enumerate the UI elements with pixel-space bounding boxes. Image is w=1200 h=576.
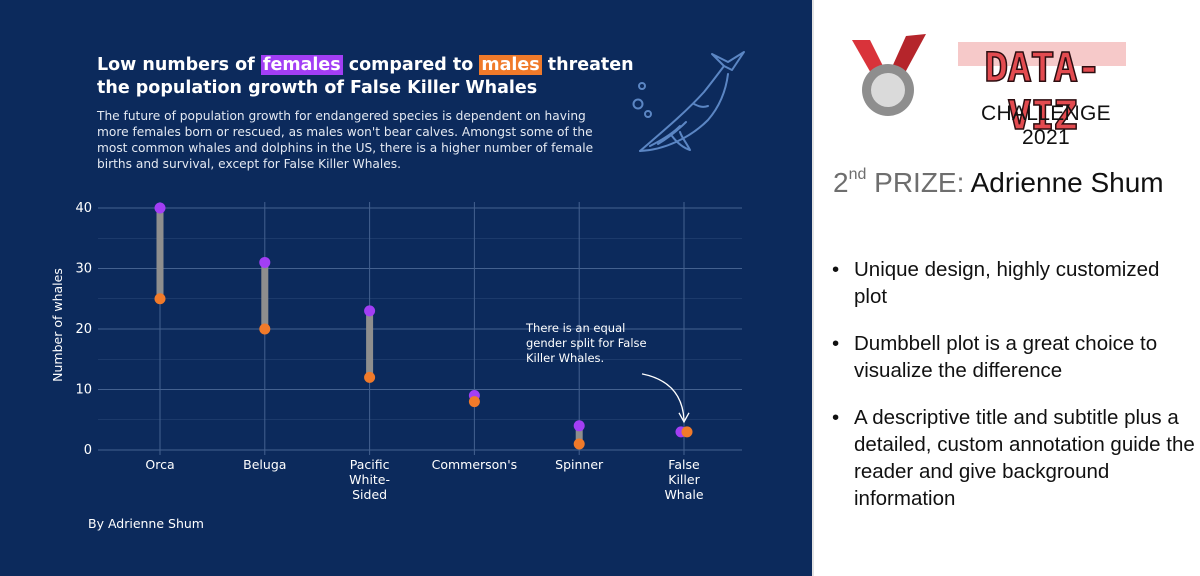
x-tick-label: White- bbox=[349, 472, 390, 487]
feedback-item: • Unique design, highly customized plot bbox=[830, 256, 1195, 310]
feedback-item: • Dumbbell plot is a great choice to visu… bbox=[830, 330, 1195, 384]
x-tick-label: Orca bbox=[145, 457, 174, 472]
title-part-5: threaten the population growth of False … bbox=[97, 55, 634, 98]
annotation-arrow bbox=[641, 373, 685, 420]
y-tick-label: 20 bbox=[75, 322, 92, 337]
y-tick-label: 40 bbox=[75, 201, 92, 216]
prize-number: 2 bbox=[833, 167, 849, 198]
bullet-dot: • bbox=[832, 332, 840, 355]
feedback-item: • A descriptive title and subtitle plus a… bbox=[830, 404, 1195, 512]
x-tick-label: Sided bbox=[352, 487, 387, 502]
y-tick-label: 30 bbox=[75, 262, 92, 277]
chart-panel bbox=[0, 0, 812, 576]
female-point bbox=[154, 202, 166, 214]
feedback-list: • Unique design, highly customized plot •… bbox=[830, 256, 1195, 532]
feedback-text: A descriptive title and subtitle plus a … bbox=[854, 406, 1195, 510]
prize-ordinal: 2nd PRIZE: bbox=[833, 166, 965, 198]
male-point bbox=[681, 426, 693, 438]
byline: By Adrienne Shum bbox=[88, 516, 204, 531]
logo-text: DATA-VIZ bbox=[984, 44, 1102, 140]
y-tick-label: 10 bbox=[75, 383, 92, 398]
female-point bbox=[364, 305, 376, 317]
whale-icon bbox=[632, 51, 745, 152]
y-axis-label: Number of whales bbox=[50, 268, 65, 382]
annotation-text: There is an equal bbox=[525, 321, 625, 335]
y-tick-label: 0 bbox=[84, 443, 92, 458]
chart-subtitle: The future of population growth for enda… bbox=[97, 109, 594, 171]
male-point bbox=[468, 396, 480, 408]
title-part-1: Low numbers of bbox=[97, 55, 261, 75]
prize-heading: 2nd PRIZE: Adrienne Shum bbox=[833, 166, 1164, 199]
annotation-text: Killer Whales. bbox=[526, 351, 604, 365]
title-part-3: compared to bbox=[342, 55, 480, 75]
title-highlight-males: males bbox=[479, 55, 542, 75]
bullet-dot: • bbox=[832, 406, 840, 429]
title-highlight-females: females bbox=[260, 55, 343, 75]
x-tick-label: Commerson's bbox=[432, 457, 518, 472]
male-point bbox=[573, 438, 585, 450]
x-tick-label: Whale bbox=[664, 487, 703, 502]
challenge-label: CHALLENGE 2021 bbox=[981, 102, 1111, 149]
winner-name: Adrienne Shum bbox=[970, 167, 1164, 198]
feedback-text: Unique design, highly customized plot bbox=[854, 258, 1160, 308]
bullet-dot: • bbox=[832, 258, 840, 281]
feedback-text: Dumbbell plot is a great choice to visua… bbox=[854, 332, 1158, 382]
x-tick-label: Spinner bbox=[555, 457, 604, 472]
x-tick-label: Pacific bbox=[350, 457, 390, 472]
chart-title: Low numbers of females compared to males… bbox=[97, 54, 657, 100]
medal-icon bbox=[852, 34, 926, 116]
x-tick-label: Beluga bbox=[243, 457, 286, 472]
x-tick-label: False bbox=[668, 457, 700, 472]
panel-divider bbox=[812, 0, 814, 576]
prize-suffix: nd bbox=[848, 166, 867, 183]
female-point bbox=[573, 420, 585, 432]
prize-word: PRIZE: bbox=[874, 167, 965, 198]
annotation-arrowhead bbox=[678, 412, 690, 424]
annotation-text: gender split for False bbox=[526, 336, 647, 350]
female-point bbox=[259, 256, 271, 268]
x-tick-label: Killer bbox=[668, 472, 700, 487]
male-point bbox=[154, 293, 166, 305]
datavis-logo: DATA-VIZ bbox=[950, 42, 1134, 140]
male-point bbox=[364, 371, 376, 383]
male-point bbox=[259, 323, 271, 335]
logo-highlight bbox=[958, 42, 1126, 66]
